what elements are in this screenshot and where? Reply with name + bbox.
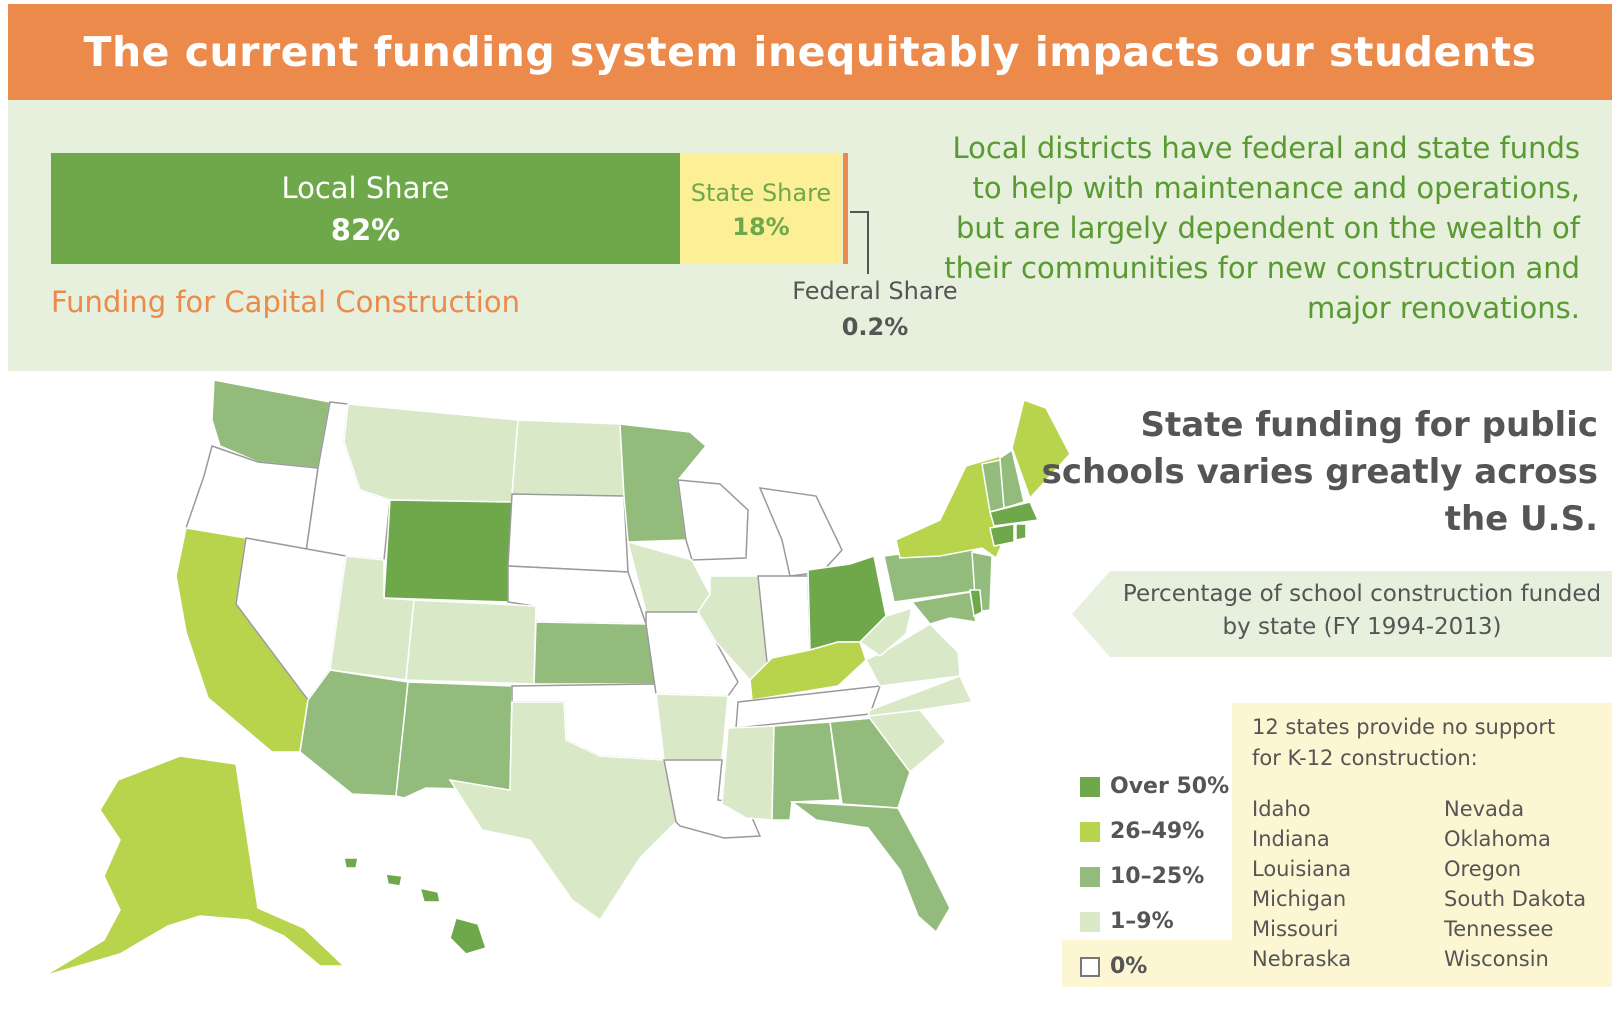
- federal-share-segment: [843, 153, 848, 264]
- map-state-kansas: [533, 621, 657, 685]
- state-share-segment: State Share 18%: [680, 153, 842, 264]
- legend-item: 26–49%: [1080, 809, 1229, 854]
- no-support-state: Oregon: [1444, 857, 1522, 881]
- map-state-south-dakota: [507, 493, 629, 573]
- legend-label: 0%: [1110, 954, 1148, 979]
- federal-share-connector: [850, 211, 869, 274]
- local-share-label: Local Share: [281, 171, 450, 205]
- map-subtitle: Percentage of school construction funded…: [1122, 581, 1602, 640]
- map-state-hawaii-oahu: [385, 873, 403, 887]
- no-support-state: Louisiana: [1252, 857, 1352, 881]
- map-legend: Over 50% 26–49% 10–25% 1–9% 0%: [1080, 764, 1229, 989]
- legend-swatch: [1080, 776, 1100, 797]
- map-state-north-carolina: [866, 675, 974, 717]
- map-state-alaska: [43, 755, 346, 977]
- legend-swatch: [1080, 821, 1100, 842]
- legend-label: Over 50%: [1110, 774, 1230, 799]
- map-state-louisiana: [663, 759, 762, 839]
- no-support-list-col2: Nevada Oklahoma Oregon South Dakota Tenn…: [1444, 794, 1586, 974]
- state-share-value: 18%: [732, 213, 790, 241]
- map-state-massachusetts: [989, 501, 1040, 527]
- map-state-delaware: [969, 589, 983, 618]
- federal-share-value: 0.2%: [841, 313, 909, 341]
- map-state-new-hampshire: [999, 448, 1025, 509]
- legend-swatch: [1080, 866, 1100, 887]
- local-share-value: 82%: [330, 213, 401, 247]
- state-share-label: State Share: [690, 179, 832, 207]
- map-state-arizona: [299, 669, 409, 797]
- no-support-state: Missouri: [1252, 917, 1339, 941]
- map-state-arkansas: [655, 693, 729, 761]
- legend-swatch: [1080, 956, 1100, 977]
- legend-item: 0%: [1080, 944, 1229, 989]
- map-state-north-dakota: [511, 419, 625, 497]
- legend-label: 26–49%: [1110, 819, 1205, 844]
- map-state-hawaii-kauai: [343, 857, 359, 869]
- map-state-maryland: [910, 591, 977, 625]
- local-share-segment: Local Share 82%: [51, 153, 680, 264]
- no-support-state: Oklahoma: [1444, 827, 1551, 851]
- no-support-panel: [1232, 703, 1612, 987]
- no-support-state: Indiana: [1252, 827, 1330, 851]
- map-state-maine: [1011, 399, 1071, 500]
- map-state-wisconsin: [677, 479, 749, 561]
- map-subtitle-callout: [1072, 571, 1612, 657]
- map-state-wyoming: [383, 499, 513, 603]
- legend-swatch: [1080, 911, 1100, 932]
- map-state-rhode-island: [1015, 523, 1027, 541]
- map-state-florida: [789, 801, 951, 934]
- map-state-michigan: [758, 487, 843, 577]
- no-support-state: Tennessee: [1444, 917, 1554, 941]
- no-support-list-col1: Idaho Indiana Louisiana Michigan Missour…: [1252, 794, 1351, 974]
- map-state-mississippi: [721, 725, 775, 821]
- map-state-west-virginia: [858, 606, 914, 657]
- no-support-state: Idaho: [1252, 797, 1311, 821]
- map-state-hawaii-maui: [418, 886, 441, 903]
- legend-item: Over 50%: [1080, 764, 1229, 809]
- legend-item: 10–25%: [1080, 854, 1229, 899]
- legend-item: 1–9%: [1080, 899, 1229, 944]
- legend-label: 10–25%: [1110, 864, 1205, 889]
- no-support-state: Nebraska: [1252, 947, 1352, 971]
- map-state-hawaii-big-island: [449, 917, 487, 955]
- no-support-heading: 12 states provide no support for K-12 co…: [1252, 715, 1556, 770]
- no-support-state: Wisconsin: [1444, 947, 1549, 971]
- page-title: The current funding system inequitably i…: [8, 4, 1612, 100]
- map-state-colorado: [405, 599, 537, 685]
- no-support-state: South Dakota: [1444, 887, 1587, 911]
- federal-share-label: Federal Share: [792, 277, 958, 305]
- map-state-connecticut: [989, 523, 1015, 547]
- map-state-texas: [448, 701, 677, 922]
- funding-summary-text: Local districts have federal and state f…: [944, 131, 1580, 325]
- funding-bar-caption: Funding for Capital Construction: [51, 285, 520, 319]
- no-support-state: Nevada: [1444, 797, 1525, 821]
- map-state-georgia: [829, 717, 911, 809]
- no-support-state: Michigan: [1252, 887, 1347, 911]
- legend-label: 1–9%: [1110, 909, 1174, 934]
- map-heading: State funding for public schools varies …: [1041, 405, 1598, 539]
- map-state-montana: [343, 403, 519, 503]
- us-state-funding-map: [43, 380, 1071, 977]
